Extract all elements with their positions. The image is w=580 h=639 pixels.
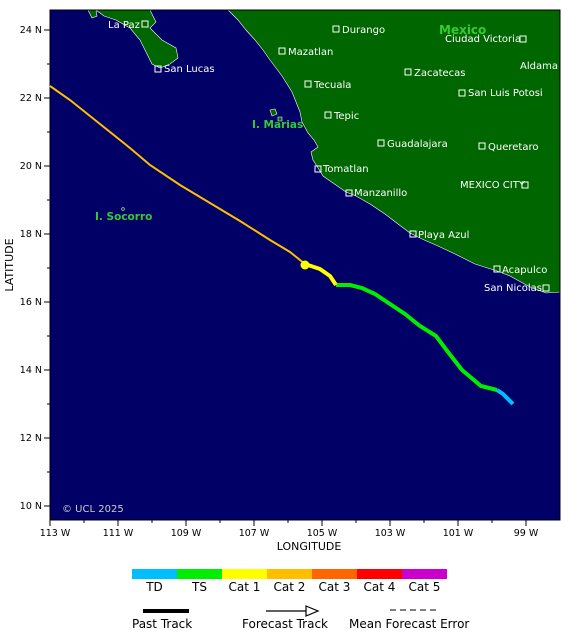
- y-tick-label: 14 N: [20, 365, 42, 376]
- past-track-td: [495, 388, 515, 406]
- legend-track-key: Past Track Forecast Track Mean Forecast …: [132, 605, 469, 631]
- isla-socorro: [121, 207, 125, 211]
- legend-swatch: [357, 569, 402, 579]
- city-san-luis-potosi: San Luis Potosi: [458, 88, 543, 99]
- city-guadalajara: Guadalajara: [377, 139, 448, 150]
- legend-category-label: Cat 3: [319, 580, 351, 594]
- mean-error-label: Mean Forecast Error: [349, 617, 469, 631]
- forecast-track-line: [49, 85, 306, 265]
- x-tick-label: 103 W: [375, 528, 406, 539]
- y-tick-label: 16 N: [20, 297, 42, 308]
- svg-text:La Paz: La Paz: [108, 20, 140, 31]
- intensity-legend: TD TS Cat 1 Cat 2 Cat 3 Cat 4 Cat 5: [132, 569, 447, 594]
- y-tick-label: 22 N: [20, 93, 42, 104]
- x-tick-label: 99 W: [514, 528, 539, 539]
- past-track-cat1: [304, 262, 338, 287]
- svg-text:Queretaro: Queretaro: [488, 142, 538, 153]
- city-aldama: Aldama: [520, 61, 558, 72]
- svg-text:Playa Azul: Playa Azul: [418, 230, 469, 241]
- svg-text:San Nicolas: San Nicolas: [484, 283, 542, 294]
- legend-category-label: Cat 4: [364, 580, 396, 594]
- x-tick-label: 111 W: [103, 528, 134, 539]
- city-manzanillo: Manzanillo: [345, 188, 407, 199]
- svg-text:Acapulco: Acapulco: [502, 265, 547, 276]
- country-label-mexico: Mexico: [439, 23, 486, 37]
- y-tick-label: 20 N: [20, 161, 42, 172]
- legend-category-label: Cat 5: [409, 580, 441, 594]
- city-acapulco: Acapulco: [493, 265, 547, 276]
- islas-marias: [269, 108, 278, 117]
- legend-swatch: [267, 569, 312, 579]
- map-frame: [49, 9, 561, 521]
- svg-text:Durango: Durango: [342, 25, 385, 36]
- forecast-arrow-icon: [305, 605, 320, 617]
- city-tepic: Tepic: [324, 111, 359, 122]
- x-axis-title: LONGITUDE: [277, 540, 342, 553]
- islas-marias-small: [277, 116, 283, 122]
- legend-swatch: [132, 569, 177, 579]
- y-axis-ticks: 24 N 22 N 20 N 18 N 16 N 14 N 12 N 10 N: [20, 25, 50, 512]
- svg-text:MEXICO CITY: MEXICO CITY: [460, 180, 526, 191]
- legend-swatch: [312, 569, 357, 579]
- city-queretaro: Queretaro: [478, 142, 538, 153]
- city-la-paz: La Paz: [108, 20, 149, 31]
- baja-peninsula: [95, 9, 179, 69]
- city-san-nicolas: San Nicolas: [484, 283, 550, 294]
- svg-text:Tecuala: Tecuala: [313, 80, 351, 91]
- svg-text:Manzanillo: Manzanillo: [354, 188, 407, 199]
- current-position-marker: [300, 260, 310, 270]
- city-playa-azul: Playa Azul: [409, 230, 469, 241]
- svg-text:San Luis Potosi: San Luis Potosi: [468, 88, 543, 99]
- legend-category-label: Cat 2: [274, 580, 306, 594]
- svg-text:Aldama: Aldama: [520, 61, 558, 72]
- x-tick-label: 105 W: [307, 528, 338, 539]
- y-tick-label: 18 N: [20, 229, 42, 240]
- y-tick-label: 10 N: [20, 501, 42, 512]
- legend-category-label: Cat 1: [229, 580, 261, 594]
- forecast-track-label: Forecast Track: [242, 617, 328, 631]
- svg-text:San Lucas: San Lucas: [164, 64, 215, 75]
- storm-track: [49, 85, 515, 406]
- city-mexico-city: MEXICO CITY: [460, 180, 529, 191]
- city-markers: La Paz San Lucas Durango Mazatlan Ciudad…: [108, 20, 558, 294]
- city-zacatecas: Zacatecas: [404, 68, 466, 79]
- city-mazatlan: Mazatlan: [278, 47, 333, 58]
- x-tick-label: 101 W: [443, 528, 474, 539]
- city-tomatlan: Tomatlan: [314, 164, 369, 175]
- y-axis-title: LATITUDE: [3, 238, 16, 291]
- svg-text:Zacatecas: Zacatecas: [414, 68, 466, 79]
- x-tick-label: 109 W: [171, 528, 202, 539]
- x-tick-label: 107 W: [239, 528, 270, 539]
- map-credit: © UCL 2025: [62, 504, 124, 515]
- city-durango: Durango: [332, 25, 385, 36]
- past-track-label: Past Track: [132, 617, 192, 631]
- island-label-marias: I. Marias: [252, 119, 303, 131]
- svg-text:Ciudad Victoria: Ciudad Victoria: [445, 34, 521, 45]
- legend-swatch: [402, 569, 447, 579]
- city-san-lucas: San Lucas: [154, 64, 215, 75]
- x-tick-label: 113 W: [40, 528, 71, 539]
- y-tick-label: 12 N: [20, 433, 42, 444]
- city-tecuala: Tecuala: [304, 80, 351, 91]
- svg-text:Tomatlan: Tomatlan: [322, 164, 369, 175]
- legend-swatch: [177, 569, 222, 579]
- past-track-ts: [336, 283, 498, 392]
- legend-category-label: TD: [145, 580, 163, 594]
- y-tick-label: 24 N: [20, 25, 42, 36]
- city-ciudad-victoria: Ciudad Victoria: [445, 34, 527, 45]
- svg-text:Mazatlan: Mazatlan: [288, 47, 333, 58]
- legend-swatch: [222, 569, 267, 579]
- svg-text:Tepic: Tepic: [333, 111, 359, 122]
- island-label-socorro: I. Socorro: [95, 211, 152, 223]
- legend-category-label: TS: [191, 580, 207, 594]
- svg-text:Guadalajara: Guadalajara: [387, 139, 448, 150]
- x-axis-ticks: 113 W 111 W 109 W 107 W 105 W 103 W 101 W 99 W: [40, 520, 539, 539]
